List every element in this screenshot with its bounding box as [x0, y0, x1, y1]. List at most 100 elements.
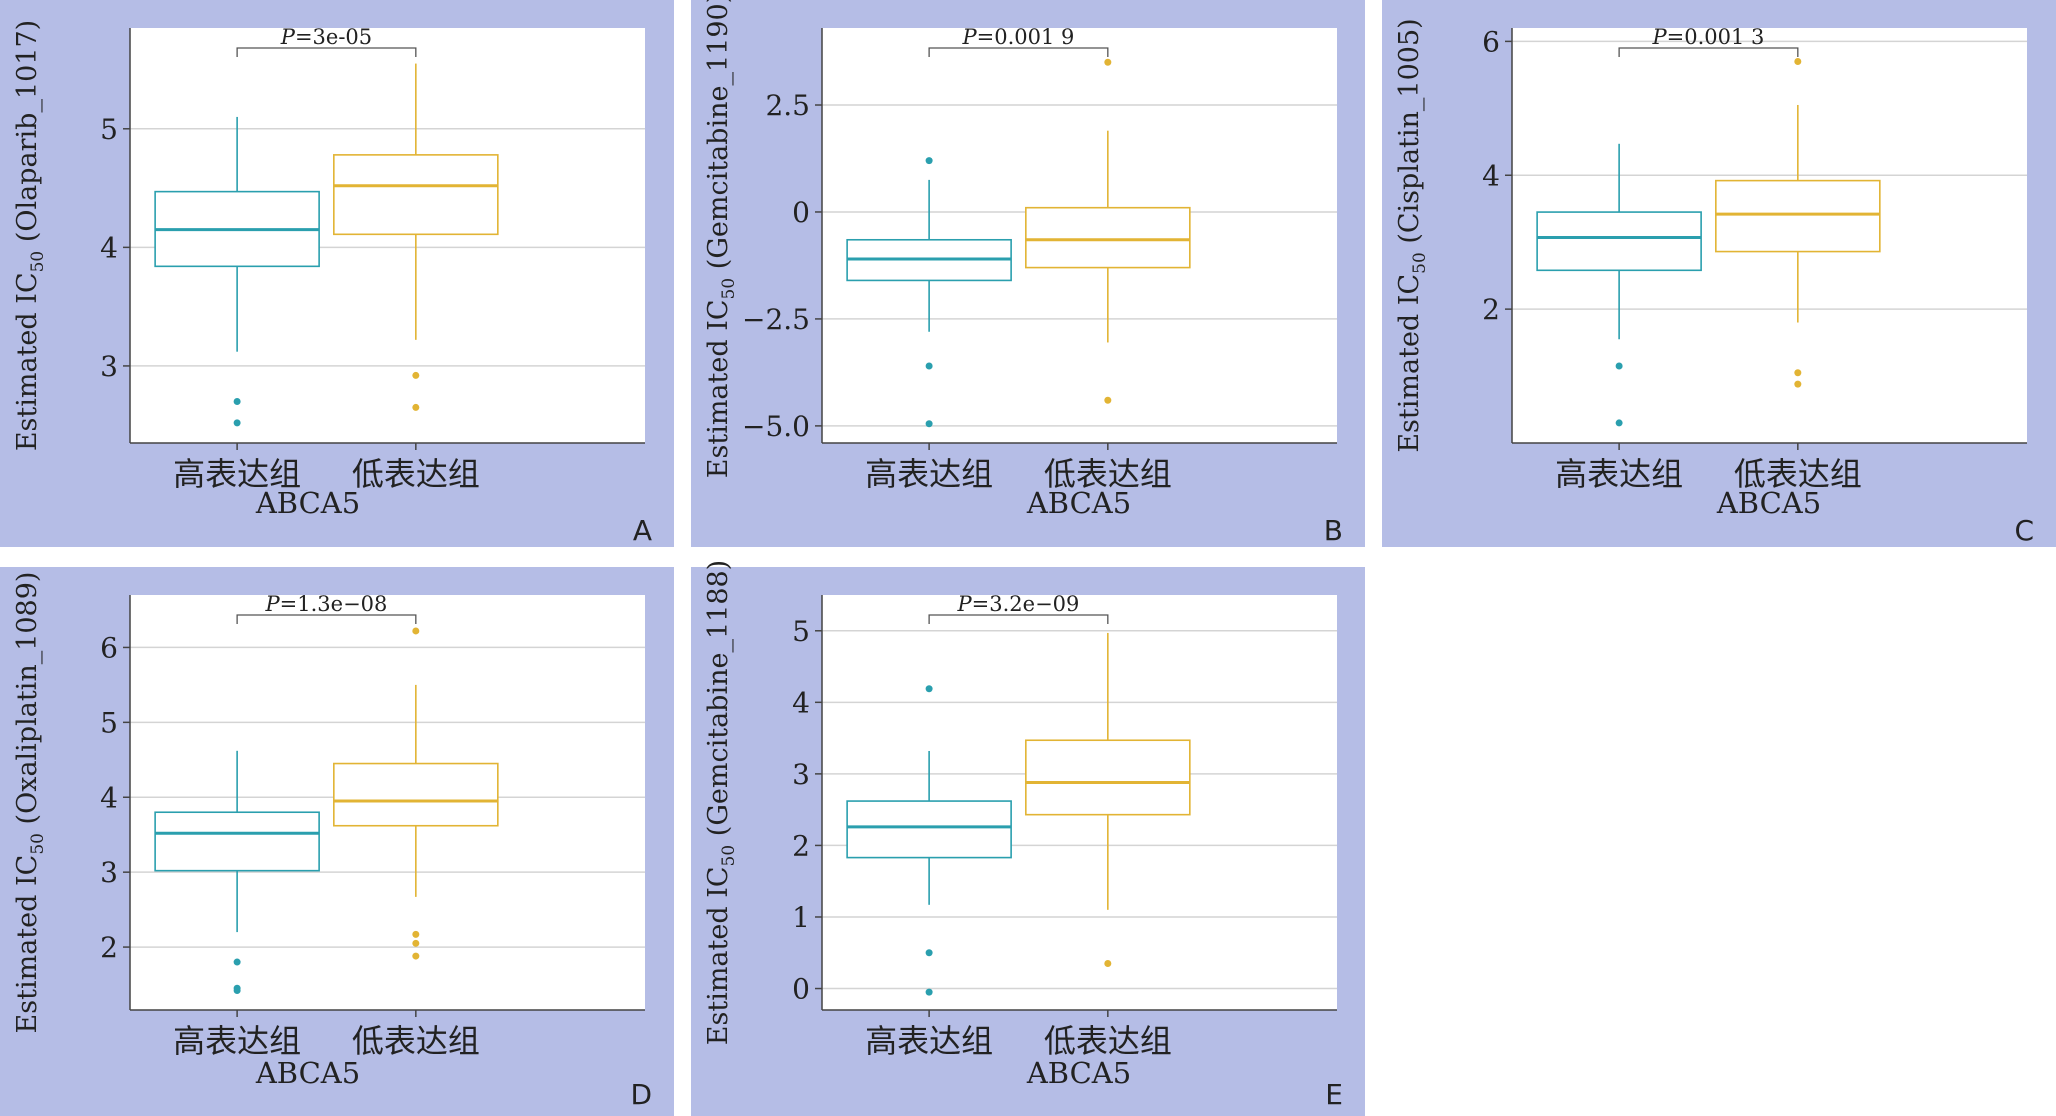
outlier-point	[1104, 959, 1112, 967]
box-iqr	[333, 762, 499, 827]
box-iqr	[846, 800, 1012, 859]
panel-letter: B	[1324, 514, 1343, 547]
y-tick-label: 3	[792, 758, 810, 791]
outlier-point	[1104, 58, 1112, 66]
outlier-point	[1794, 57, 1802, 65]
box-iqr	[333, 154, 499, 236]
y-tick-label: 3	[100, 856, 118, 889]
x-axis-label: ABCA5	[1026, 1056, 1131, 1090]
y-tick-label: 4	[100, 781, 118, 814]
y-tick-label: 4	[100, 231, 118, 264]
x-tick-label: 高表达组	[865, 455, 993, 493]
panel-letter: D	[630, 1078, 652, 1111]
outlier-point	[412, 627, 420, 635]
outlier-point	[925, 685, 933, 693]
box-iqr	[1715, 179, 1881, 253]
y-tick-label: 3	[100, 350, 118, 383]
y-tick-label: −2.5	[742, 303, 810, 336]
box-high	[154, 750, 320, 995]
y-tick-label: 0	[792, 973, 810, 1006]
outlier-point	[925, 420, 933, 428]
p-value-label: P=0.001 3	[1652, 25, 1765, 49]
outlier-point	[1794, 380, 1802, 388]
y-axis-label: Estimated IC50 (Gemcitabine_1188)	[703, 560, 739, 1045]
y-tick-label: 4	[792, 686, 810, 719]
significance-bracket	[1618, 47, 1799, 57]
outlier-point	[233, 987, 241, 995]
y-tick-label: 5	[792, 615, 810, 648]
y-tick-label: 2	[792, 829, 810, 862]
box-iqr	[154, 811, 320, 872]
y-axis-label: Estimated IC50 (Oxaliplatin_1089)	[12, 572, 48, 1034]
x-tick-label: 低表达组	[1734, 455, 1862, 493]
panel-letter: A	[633, 514, 652, 547]
y-axis-label: Estimated IC50 (Olaparib_1017)	[12, 20, 48, 451]
x-tick-label: 低表达组	[352, 455, 480, 493]
significance-bracket	[928, 614, 1109, 624]
x-tick-label: 高表达组	[1555, 455, 1683, 493]
outlier-point	[1104, 396, 1112, 404]
outlier-point	[925, 157, 933, 165]
outlier-point	[412, 930, 420, 938]
y-tick-label: −5.0	[742, 410, 810, 443]
outlier-point	[233, 958, 241, 966]
y-tick-label: 6	[1482, 25, 1500, 58]
y-tick-label: 2	[1482, 293, 1500, 326]
x-axis-label: ABCA5	[1026, 486, 1131, 520]
p-value-label: P=1.3e−08	[265, 592, 388, 616]
y-tick-label: 0	[792, 196, 810, 229]
outlier-point	[1615, 419, 1623, 427]
panel-letter: C	[2014, 514, 2034, 547]
significance-bracket	[236, 47, 417, 57]
x-tick-label: 高表达组	[865, 1022, 993, 1060]
panel-A: 3 4 5 高表达组 低表达组 P=3e-05 ABCA5 Estimated IC50 (O…	[0, 0, 674, 547]
y-tick-label: 5	[100, 113, 118, 146]
y-tick-label: 2	[100, 931, 118, 964]
outlier-point	[233, 419, 241, 427]
x-tick-label: 高表达组	[173, 1022, 301, 1060]
box-high	[846, 685, 1012, 996]
y-tick-label: 1	[792, 901, 810, 934]
panel-D: 2 3 4 5 6 高表达组 低表达组 P=1.3e−08 ABCA5 Estimated IC5…	[0, 567, 674, 1116]
outlier-point	[925, 988, 933, 996]
x-tick-label: 低表达组	[352, 1022, 480, 1060]
y-axis-label: Estimated IC50 (Gemcitabine_1190)	[703, 0, 739, 478]
box-low	[1715, 57, 1881, 388]
outlier-point	[412, 952, 420, 960]
panel-B: −5.0 −2.5 0 2.5 高表达组 低表达组 P=0.001 9 ABCA5 Estima…	[691, 0, 1365, 547]
significance-bracket	[928, 47, 1109, 57]
outlier-point	[925, 362, 933, 370]
box-high	[154, 116, 320, 427]
panel-E: 0 1 2 3 4 5 高表达组 低表达组 P=3.2e−09 ABCA5 Estimated IC…	[691, 560, 1365, 1116]
p-value-label: P=0.001 9	[962, 25, 1075, 49]
y-tick-label: 5	[100, 706, 118, 739]
outlier-point	[1615, 362, 1623, 370]
y-tick-label: 2.5	[765, 89, 810, 122]
x-tick-label: 低表达组	[1044, 1022, 1172, 1060]
outlier-point	[233, 398, 241, 405]
significance-bracket	[236, 614, 417, 624]
y-axis-label: Estimated IC50 (Cisplatin_1005)	[1394, 18, 1430, 452]
panel-letter: E	[1325, 1078, 1343, 1111]
x-tick-label: 高表达组	[173, 455, 301, 493]
p-value-label: P=3.2e−09	[957, 592, 1080, 616]
box-high	[1536, 143, 1702, 427]
box-high	[846, 157, 1012, 428]
y-tick-label: 4	[1482, 159, 1500, 192]
outlier-point	[412, 939, 420, 947]
box-iqr	[1025, 739, 1191, 816]
x-axis-label: ABCA5	[255, 1056, 360, 1090]
outlier-point	[412, 371, 420, 379]
p-value-label: P=3e-05	[280, 25, 372, 49]
box-iqr	[1536, 211, 1702, 272]
box-low	[333, 627, 499, 960]
x-tick-label: 低表达组	[1044, 455, 1172, 493]
outlier-point	[412, 403, 420, 411]
outlier-point	[925, 949, 933, 957]
x-axis-label: ABCA5	[1716, 486, 1821, 520]
box-low	[1025, 632, 1191, 967]
x-axis-label: ABCA5	[255, 486, 360, 520]
box-low	[333, 63, 499, 411]
outlier-point	[1794, 369, 1802, 377]
